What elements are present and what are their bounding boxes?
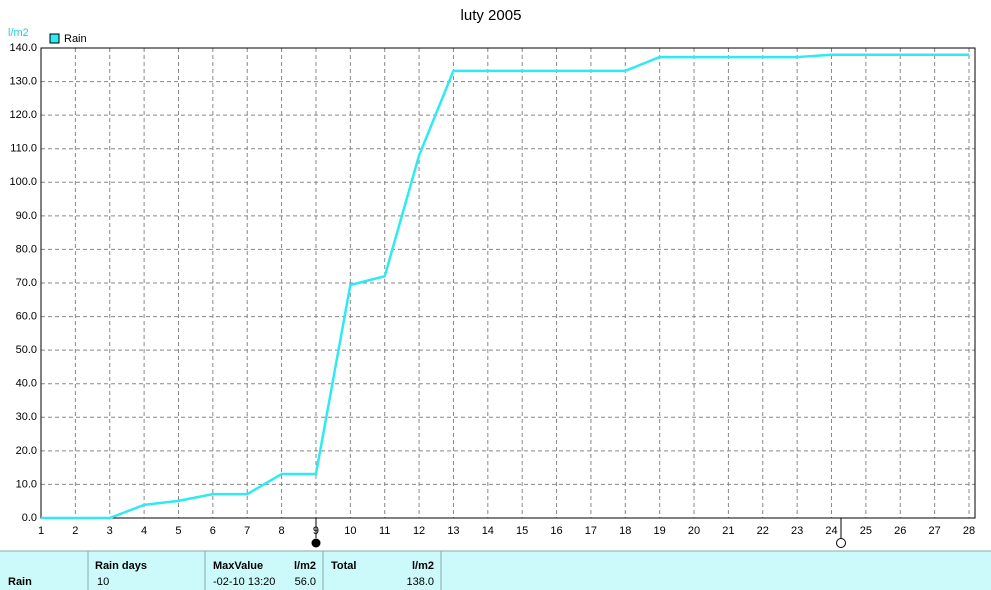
y-tick-label: 110.0 — [10, 143, 37, 155]
x-tick-label: 17 — [585, 525, 597, 537]
legend: Rain — [49, 33, 87, 45]
x-tick-label: 22 — [757, 525, 769, 537]
x-tick-label: 23 — [791, 525, 803, 537]
x-tick-label: 21 — [722, 525, 734, 537]
x-tick-label: 10 — [344, 525, 356, 537]
x-tick-label: 26 — [894, 525, 906, 537]
x-tick-label: 7 — [244, 525, 250, 537]
y-tick-label: 10.0 — [16, 478, 37, 490]
header: Total — [331, 560, 356, 572]
legend-label: Rain — [64, 33, 87, 45]
x-tick-label: 19 — [654, 525, 666, 537]
x-tick-label: 13 — [447, 525, 459, 537]
legend-swatch — [49, 33, 60, 44]
y-tick-label: 70.0 — [16, 277, 37, 289]
x-tick-label: 4 — [141, 525, 147, 537]
y-tick-label: 140.0 — [9, 42, 37, 54]
cell: -02-10 13:20 — [213, 576, 275, 588]
header: Rain days — [95, 560, 147, 572]
y-tick-label: 0.0 — [22, 512, 37, 524]
cell: 56.0 — [295, 576, 316, 588]
x-tick-label: 11 — [379, 525, 390, 537]
cell: 10 — [97, 576, 109, 588]
x-tick-label: 12 — [413, 525, 425, 537]
x-tick-label: 18 — [619, 525, 631, 537]
x-tick-label: 2 — [72, 525, 78, 537]
y-tick-label: 30.0 — [16, 411, 37, 423]
header: l/m2 — [294, 560, 316, 572]
x-tick-label: 14 — [482, 525, 494, 537]
line — [41, 53, 969, 520]
y-tick-label: 80.0 — [16, 243, 37, 255]
y-tick-label: 20.0 — [16, 445, 37, 457]
y-tick-label: 40.0 — [16, 378, 37, 390]
x-tick-label: 8 — [279, 525, 285, 537]
x-tick-label: 15 — [516, 525, 528, 537]
x-tick-label: 20 — [688, 525, 700, 537]
x-tick-label: 1 — [38, 525, 44, 537]
row-label: Rain — [8, 576, 32, 588]
end-marker — [836, 538, 846, 548]
y-unit: l/m2 — [8, 27, 29, 39]
max-marker — [311, 538, 321, 548]
grid: 0.0 10.0 20.0 30.0 40.0 50.0 60.0 70.0 80.0 90.0 1… — [9, 42, 975, 537]
x-tick-label: 28 — [963, 525, 975, 537]
x-tick-label: 6 — [210, 525, 216, 537]
chart-title: luty 2005 — [461, 7, 522, 24]
x-tick-label: 24 — [825, 525, 837, 537]
header: MaxValue — [213, 560, 263, 572]
x-tick-label: 16 — [550, 525, 562, 537]
x-tick-label: 3 — [107, 525, 113, 537]
y-tick-label: 90.0 — [16, 210, 37, 222]
cell: 138.0 — [406, 576, 434, 588]
y-tick-label: 60.0 — [16, 310, 37, 322]
marks — [41, 53, 969, 520]
summary-panel — [0, 551, 991, 590]
x-tick-label: 27 — [929, 525, 941, 537]
plot-frame — [40, 47, 976, 519]
x-tick-label: 25 — [860, 525, 872, 537]
y-tick-label: 130.0 — [9, 75, 37, 87]
y-tick-label: 100.0 — [9, 176, 37, 188]
y-tick-label: 50.0 — [16, 344, 37, 356]
y-tick-label: 120.0 — [9, 109, 37, 121]
header: l/m2 — [412, 560, 434, 572]
x-tick-label: 5 — [175, 525, 181, 537]
